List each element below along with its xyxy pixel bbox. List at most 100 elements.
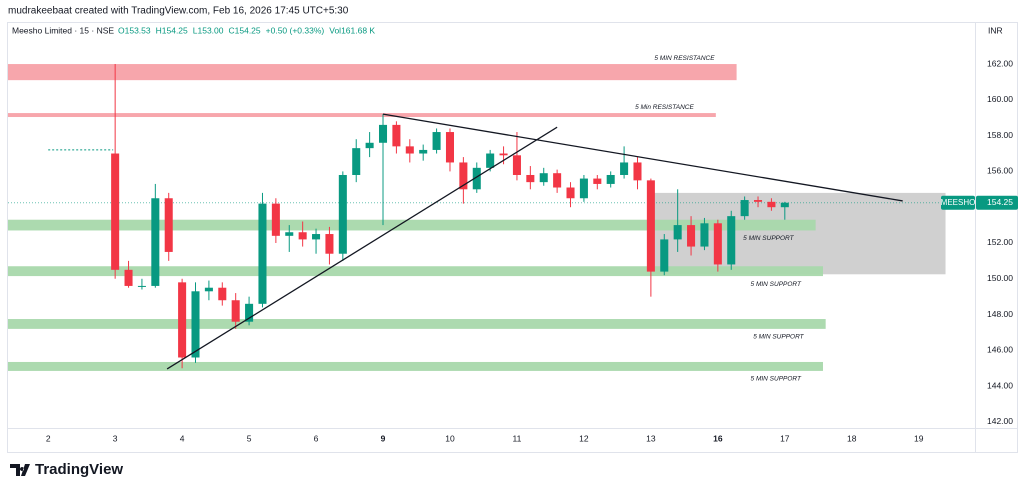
- trendline: [382, 113, 903, 202]
- trendline: [166, 126, 558, 370]
- y-tick-label: 156.00: [987, 166, 1013, 176]
- candle-body: [191, 291, 200, 358]
- candle-body: [231, 300, 240, 322]
- candle-body: [512, 155, 521, 175]
- candle-body: [472, 167, 481, 190]
- candle-body: [298, 232, 307, 240]
- candle-body: [673, 225, 682, 240]
- ohlc-legend: O153.53 H154.25 L153.00 C154.25 +0.50 (+0.33…: [118, 25, 375, 35]
- y-tick-label: 160.00: [987, 94, 1013, 104]
- candle-body: [204, 287, 213, 292]
- x-tick-label: 13: [646, 433, 656, 443]
- candle-body: [338, 174, 347, 254]
- candle-body: [392, 124, 401, 147]
- y-tick-label: 146.00: [987, 345, 1013, 355]
- candle-body: [405, 146, 414, 154]
- symbol: Meesho Limited · 15 · NSE: [12, 25, 114, 35]
- y-tick-label: 158.00: [987, 130, 1013, 140]
- candle-body: [432, 132, 441, 150]
- currency: INR: [988, 25, 1003, 35]
- candle-body: [271, 203, 280, 236]
- candle-body: [164, 198, 173, 252]
- candle-body: [151, 198, 160, 286]
- candle-body: [539, 173, 548, 183]
- x-tick-label: 11: [513, 433, 522, 443]
- candle-body: [526, 174, 535, 183]
- x-tick-label: 12: [579, 433, 589, 443]
- candle-body: [727, 216, 736, 265]
- candle-body: [620, 162, 629, 175]
- frame: [7, 22, 1018, 453]
- candle-body: [687, 225, 696, 247]
- candle-body: [499, 153, 508, 156]
- x-tick-label: 4: [180, 433, 185, 443]
- candle-body: [445, 132, 454, 163]
- range-box: [652, 192, 946, 275]
- zone: [8, 361, 823, 371]
- candle-body: [660, 239, 669, 272]
- x-tick-label: 17: [780, 433, 790, 443]
- candle-body: [459, 162, 468, 190]
- zone-label: 5 MIN SUPPORT: [743, 235, 794, 242]
- y-tick-label: 150.00: [987, 273, 1013, 283]
- y-tick-label: 148.00: [987, 309, 1013, 319]
- symbol-label: MEESHO: [941, 198, 976, 207]
- candle-body: [754, 200, 763, 202]
- x-tick-label: 18: [847, 433, 857, 443]
- candle-body: [700, 223, 709, 247]
- x-tick-label: 2: [46, 433, 51, 443]
- x-tick-label: 10: [445, 433, 455, 443]
- candle-body: [245, 303, 254, 322]
- candle-body: [593, 178, 602, 184]
- y-tick-label: 162.00: [987, 58, 1013, 68]
- ohlc-value: C154.25: [229, 25, 261, 35]
- candle-body: [566, 187, 575, 199]
- y-tick-label: 144.00: [987, 380, 1013, 390]
- candle-body: [124, 269, 133, 286]
- zone: [8, 319, 826, 329]
- candle-body: [740, 200, 749, 217]
- y-tick-label: 152.00: [987, 237, 1013, 247]
- candle-body: [258, 203, 267, 304]
- ohlc-value: Vol161.68 K: [329, 25, 375, 35]
- zone-label: 5 Min RESISTANCE: [635, 104, 694, 111]
- logo: TradingView: [10, 461, 123, 478]
- candle-body: [646, 180, 655, 272]
- plot: 5 MIN RESISTANCE 5 Min RESISTANCE 5 MIN SU…: [8, 55, 946, 383]
- ohlc-value: L153.00: [193, 25, 224, 35]
- candle-body: [218, 287, 227, 301]
- candle-body: [312, 234, 321, 240]
- candle-body: [325, 234, 334, 254]
- x-tick-label: 6: [314, 433, 319, 443]
- candle-body: [553, 173, 562, 188]
- candle-body: [713, 223, 722, 265]
- candle-body: [780, 202, 789, 208]
- x-tick-label: 19: [914, 433, 924, 443]
- candle-body: [606, 174, 615, 184]
- candle-body: [137, 285, 146, 287]
- x-tick-label: 16: [713, 433, 723, 443]
- ohlc-value: O153.53: [118, 25, 151, 35]
- candle-body: [767, 201, 776, 208]
- zone: [8, 113, 716, 118]
- symbol-tag: [941, 195, 975, 210]
- zone: [8, 266, 823, 277]
- candle-body: [111, 153, 120, 270]
- candle-body: [579, 178, 588, 199]
- x-tick-label: 9: [381, 433, 386, 443]
- logo-mark: [10, 464, 30, 476]
- attribution: mudrakeebaat created with TradingView.co…: [8, 6, 349, 17]
- candle-body: [486, 153, 495, 168]
- last-price: 154.25: [987, 197, 1013, 207]
- zone-label: 5 MIN SUPPORT: [753, 334, 804, 341]
- candle-body: [285, 232, 294, 236]
- zone: [8, 219, 816, 231]
- ohlc-value: H154.25: [156, 25, 188, 35]
- candle-body: [378, 124, 388, 143]
- zone-label: 5 MIN SUPPORT: [751, 376, 802, 383]
- candle-body: [365, 142, 374, 149]
- logo-text: TradingView: [35, 461, 123, 478]
- zone: [8, 64, 737, 81]
- zone-label: 5 MIN SUPPORT: [751, 281, 802, 288]
